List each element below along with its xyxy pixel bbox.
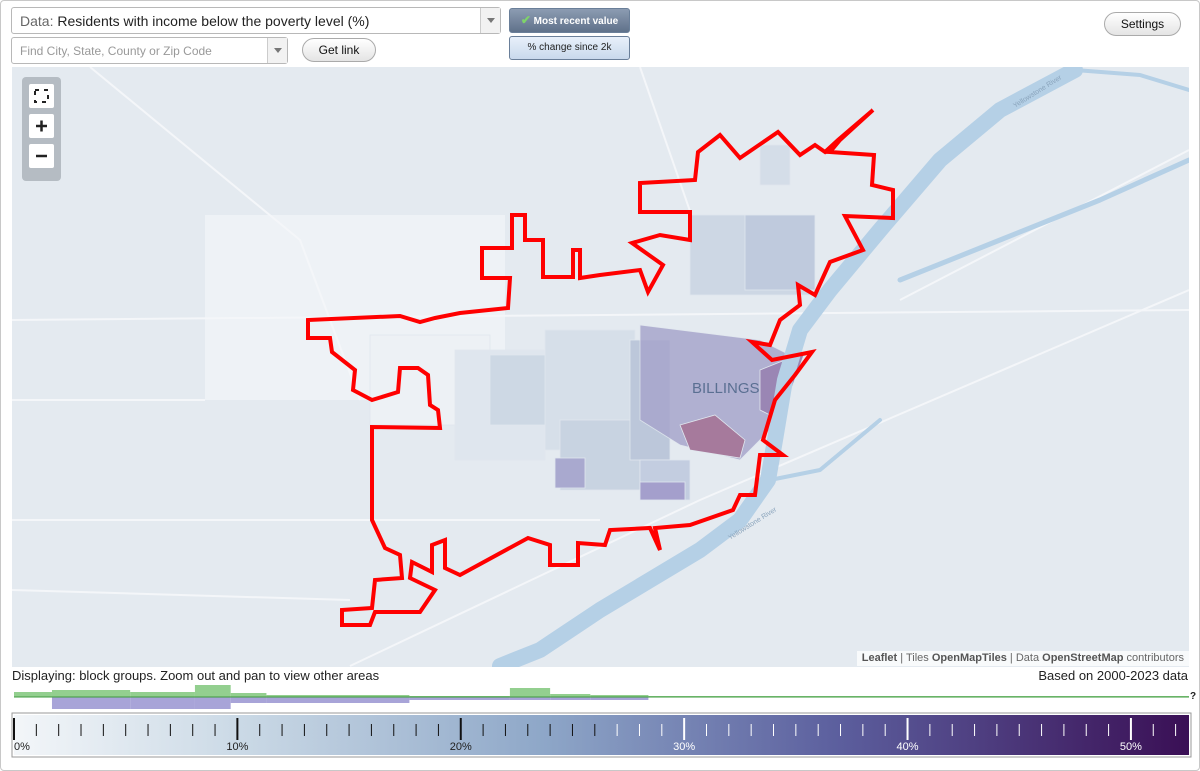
check-icon: ✔: [520, 13, 531, 27]
attribution: Leaflet | Tiles OpenMapTiles | Data Open…: [856, 651, 1189, 666]
attribution-link[interactable]: Leaflet: [861, 652, 898, 664]
legend: ? 0% 10% 20% 30% 40% 50%: [11, 685, 1196, 758]
histogram-bar: [194, 697, 231, 709]
search-input[interactable]: Find City, State, County or Zip Code: [11, 37, 288, 64]
help-icon: ?: [1190, 691, 1196, 702]
histogram-bar: [409, 697, 510, 700]
histogram-bar: [130, 692, 195, 697]
roads: [12, 67, 1189, 667]
city-boundary: [306, 108, 895, 627]
status-right: Based on 2000-2023 data: [1038, 668, 1188, 683]
city-label: BILLINGS: [692, 380, 760, 397]
histogram-bar: [51, 690, 131, 697]
zoom-control: [22, 77, 61, 181]
histogram-bar: [509, 688, 551, 697]
map[interactable]: Yellowstone River Yellowstone River BILL…: [12, 67, 1189, 667]
data-prefix: Data:: [20, 13, 54, 29]
data-select[interactable]: Data: Residents with income below the po…: [11, 7, 501, 34]
search-placeholder: Find City, State, County or Zip Code: [20, 44, 212, 58]
histogram-bar: [51, 697, 131, 709]
histogram-bar: [590, 697, 649, 700]
most-recent-label: Most recent value: [533, 16, 619, 27]
most-recent-button[interactable]: ✔ Most recent value: [509, 8, 630, 33]
settings-button[interactable]: Settings: [1104, 12, 1181, 36]
histogram-bar: [230, 693, 267, 697]
histogram-bar: [550, 697, 591, 700]
attribution-text: contributors: [1126, 652, 1184, 664]
histogram-bar: [266, 697, 410, 703]
tick-label: 50%: [1120, 741, 1142, 753]
attribution-link[interactable]: OpenStreetMap: [1042, 652, 1124, 664]
tick-label: 10%: [226, 741, 248, 753]
tick-label: 30%: [673, 741, 695, 753]
attribution-link[interactable]: OpenMapTiles: [931, 652, 1007, 664]
histogram-bar: [266, 695, 410, 697]
attribution-separator: |: [900, 652, 904, 664]
status-left: Displaying: block groups. Zoom out and p…: [12, 668, 380, 683]
histogram-bar: [130, 697, 195, 709]
fit-button[interactable]: [29, 84, 54, 108]
river: [492, 67, 1189, 667]
histogram-bar: [14, 692, 52, 697]
tick-label: 40%: [897, 741, 919, 753]
histogram-bar: [194, 685, 231, 697]
block-groups: [369, 144, 816, 501]
histogram-bar: [550, 694, 591, 697]
legend-gradient: [14, 715, 1189, 755]
data-value: Residents with income below the poverty …: [57, 13, 370, 29]
attribution-separator: |: [1009, 652, 1013, 664]
get-link-button[interactable]: Get link: [302, 38, 376, 62]
histogram-bar: [230, 697, 267, 703]
dropdown-arrow[interactable]: [480, 8, 500, 33]
change-button[interactable]: % change since 2k: [509, 36, 630, 60]
search-arrow[interactable]: [267, 38, 287, 63]
attribution-text: Tiles: [905, 652, 929, 664]
tick-label: 20%: [450, 741, 472, 753]
histogram-bar: [509, 697, 551, 700]
tick-label: 0%: [14, 741, 30, 753]
attribution-text: Data: [1015, 652, 1040, 664]
histogram-bar: [590, 695, 649, 697]
